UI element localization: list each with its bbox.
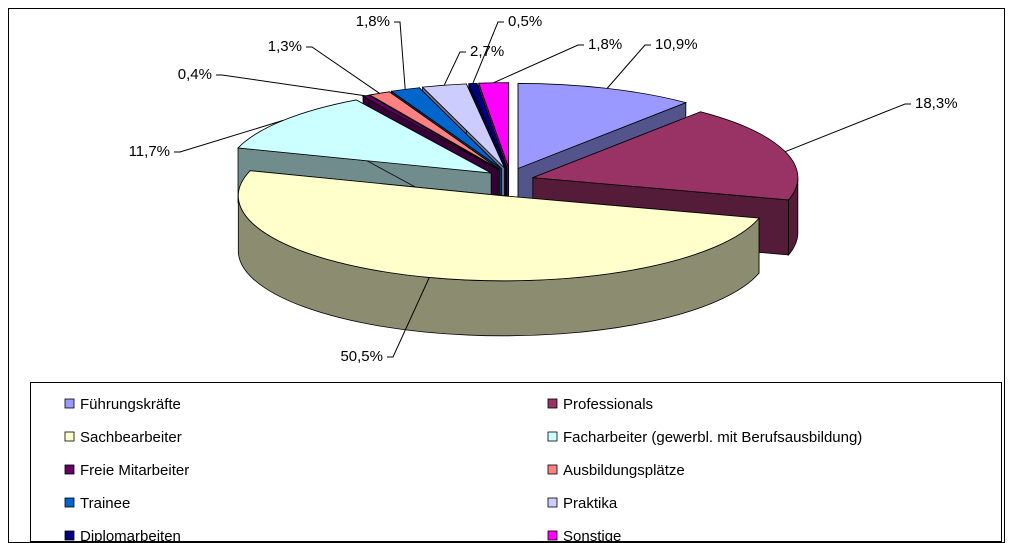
legend-swatch: [547, 530, 558, 541]
legend-label: Professionals: [563, 396, 653, 413]
data-label: 0,4%: [178, 66, 212, 83]
data-label: 18,3%: [915, 95, 958, 112]
legend-label: Ausbildungsplätze: [563, 462, 685, 479]
slice: [237, 170, 760, 337]
legend-label: Diplomarbeiten: [80, 528, 181, 543]
leader-line: [306, 46, 380, 94]
legend-swatch: [547, 464, 558, 475]
leader-line: [785, 103, 911, 153]
leader-line: [387, 277, 430, 358]
legend-label: Praktika: [563, 495, 618, 512]
legend-swatch: [547, 398, 558, 409]
data-label: 1,8%: [588, 36, 622, 53]
legend-swatch: [547, 497, 558, 508]
leader-line: [443, 51, 466, 86]
slice-top: [478, 82, 510, 168]
slice-top: [361, 94, 499, 170]
data-label: 50,5%: [340, 348, 383, 365]
legend-label: Facharbeiter (gewerbl. mit Berufsausbild…: [563, 429, 862, 446]
slice-top: [237, 99, 492, 174]
data-label: 11,7%: [129, 143, 170, 160]
leader-line: [394, 21, 406, 90]
slice-top: [237, 170, 760, 282]
leader-line: [216, 74, 366, 97]
legend-label: Freie Mitarbeiter: [80, 462, 189, 479]
leader-line: [606, 44, 651, 89]
legend-swatch: [64, 431, 75, 442]
data-label: 2,7%: [470, 43, 504, 60]
slice-top: [532, 111, 799, 201]
legend-label: Führungskräfte: [80, 396, 181, 413]
leader-line: [472, 21, 504, 84]
legend-swatch: [64, 530, 75, 541]
legend-items: Führungskräfte Professionals Sachbearbeite…: [64, 396, 862, 543]
legend-swatch: [547, 431, 558, 442]
data-label: 1,8%: [356, 13, 390, 30]
slice-top: [468, 82, 508, 168]
data-label: 0,5%: [508, 13, 542, 30]
data-label: 10,9%: [655, 36, 698, 53]
legend-label: Sonstige: [563, 528, 621, 543]
legend-swatch: [64, 398, 75, 409]
data-label: 1,3%: [268, 38, 302, 55]
leader-line: [174, 119, 284, 153]
legend-swatch: [64, 497, 75, 508]
legend: [30, 382, 1002, 542]
leader-line: [493, 44, 584, 84]
slice-top: [517, 83, 688, 170]
legend-label: Sachbearbeiter: [80, 429, 182, 446]
legend-label: Trainee: [80, 495, 130, 512]
legend-swatch: [64, 464, 75, 475]
pie: 10,9% 18,3% 50,5% 11,7% 0,4% 1,3% 1,8% 2,7%0,5%…: [129, 13, 958, 365]
